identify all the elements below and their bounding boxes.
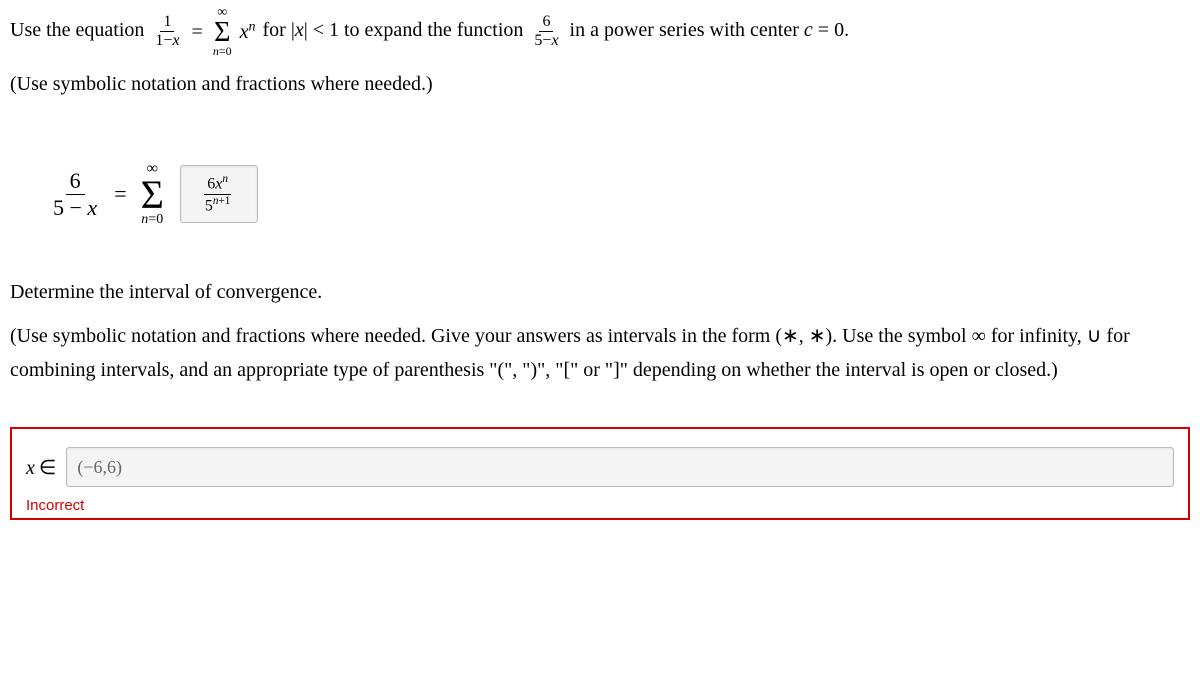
entered-interval: (−6,6)	[77, 457, 122, 478]
interval-answer-row: x∈ (−6,6)	[26, 447, 1174, 487]
prompt-line-2: Determine the interval of convergence.	[10, 275, 1190, 309]
given-equation: 1 1−x = ∞ Σ n=0 xn	[149, 6, 257, 57]
feedback-label: Incorrect	[26, 497, 1174, 514]
incorrect-answer-block: x∈ (−6,6) Incorrect	[10, 427, 1190, 520]
series-lhs: 6 5 − x = ∞ Σ n=0	[46, 161, 168, 227]
frac-1-over-1-minus-x: 1 1−x	[152, 14, 182, 49]
sum-symbol: ∞ Σ n=0	[213, 6, 232, 57]
sum-symbol-big: ∞ Σ n=0	[141, 161, 164, 227]
series-answer-input[interactable]: 6xn 5n+1	[180, 165, 258, 223]
frac-6-over-5-minus-x: 6 5−x	[531, 14, 561, 49]
prompt-line-1: Use the equation 1 1−x = ∞ Σ n=0 xn for …	[10, 6, 1190, 57]
instruction-1: (Use symbolic notation and fractions whe…	[10, 67, 1190, 101]
x-element-of-label: x∈	[26, 455, 56, 480]
answer-row-series: 6 5 − x = ∞ Σ n=0 6xn 5n+1	[46, 161, 1190, 227]
frac-6-over-5-minus-x-big: 6 5 − x	[49, 170, 101, 219]
instruction-2: (Use symbolic notation and fractions whe…	[10, 319, 1190, 387]
entered-series-term: 6xn 5n+1	[202, 174, 234, 214]
question-page: Use the equation 1 1−x = ∞ Σ n=0 xn for …	[0, 0, 1200, 520]
lead-text: Use the equation	[10, 19, 144, 41]
interval-answer-input[interactable]: (−6,6)	[66, 447, 1174, 487]
target-function: 6 5−x	[528, 14, 564, 49]
